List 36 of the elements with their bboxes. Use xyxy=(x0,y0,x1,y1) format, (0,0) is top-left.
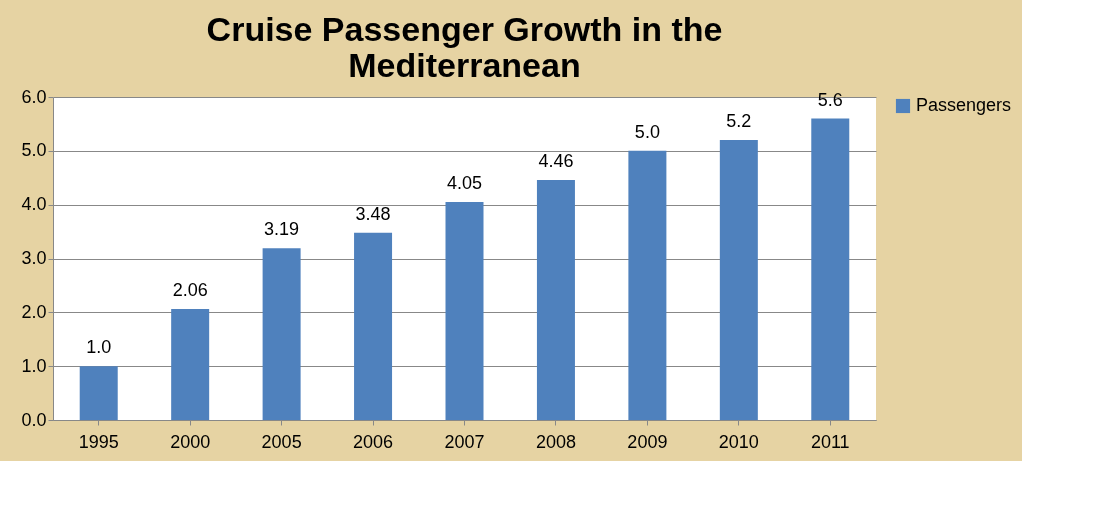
bar xyxy=(79,366,118,420)
x-tick-label: 2006 xyxy=(353,431,394,452)
y-tick-label: 4.0 xyxy=(21,194,47,215)
x-tick-label: 2010 xyxy=(718,431,759,452)
x-tick-label: 2000 xyxy=(170,431,211,452)
data-label: 3.19 xyxy=(264,219,300,240)
bar xyxy=(445,201,484,420)
data-label: 3.48 xyxy=(355,203,391,224)
legend-label: Passengers xyxy=(916,95,1012,115)
x-tick-label: 1995 xyxy=(78,431,119,452)
bar xyxy=(628,150,667,420)
data-label: 5.0 xyxy=(634,121,660,142)
bar xyxy=(536,179,575,420)
bar xyxy=(171,309,210,420)
bar xyxy=(262,248,301,420)
data-label: 5.2 xyxy=(726,111,752,132)
data-label: 5.6 xyxy=(817,89,843,110)
data-label: 4.05 xyxy=(446,172,483,193)
y-tick-label: 3.0 xyxy=(21,248,47,268)
x-tick-label: 2009 xyxy=(627,431,668,452)
x-tick-label: 2011 xyxy=(810,431,850,452)
y-tick-label: 5.0 xyxy=(21,140,47,161)
y-tick-label: 2.0 xyxy=(21,301,47,322)
y-tick-label: 0.0 xyxy=(21,409,47,430)
y-tick-label: 1.0 xyxy=(21,355,47,376)
bar xyxy=(354,232,393,420)
x-tick-label: 2008 xyxy=(535,431,576,452)
chart-title: Cruise Passenger Growth in the Mediterranean xyxy=(206,10,723,84)
data-label: 1.0 xyxy=(86,337,112,358)
bar xyxy=(719,140,758,420)
data-label: 4.46 xyxy=(538,150,574,171)
data-label: 2.06 xyxy=(172,280,208,301)
x-tick-label: 2007 xyxy=(444,431,485,452)
bar xyxy=(811,118,850,420)
x-tick-label: 2005 xyxy=(261,431,302,452)
y-tick-label: 6.0 xyxy=(21,86,47,107)
